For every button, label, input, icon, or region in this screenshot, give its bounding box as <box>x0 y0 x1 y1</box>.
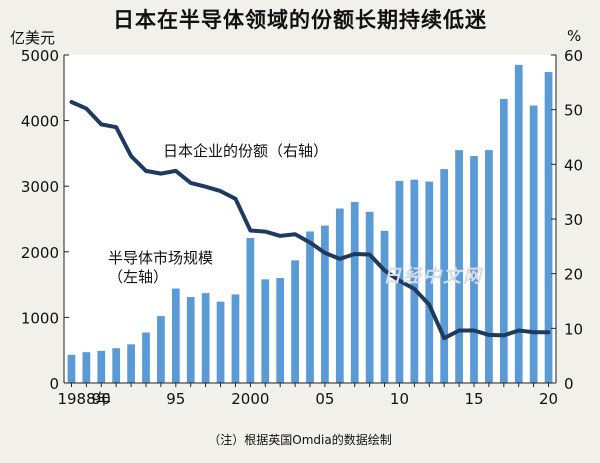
left-tick-label-4000: 4000 <box>21 113 59 131</box>
right-tick-label-20: 20 <box>564 266 583 284</box>
right-tick-label-60: 60 <box>564 47 583 65</box>
x-tick-label-2005: 05 <box>315 390 334 408</box>
left-tick-label-0: 0 <box>49 375 59 393</box>
left-tick-label-5000: 5000 <box>21 47 59 65</box>
bar-2003 <box>291 260 299 383</box>
x-tick-label-1990: 90 <box>92 390 111 408</box>
bar-1999 <box>231 294 240 383</box>
bar-1997 <box>201 293 210 383</box>
chart-title: 日本在半导体领域的份额长期持续低迷 <box>113 8 487 32</box>
bar-1996 <box>186 297 195 383</box>
bar-2000 <box>246 238 255 383</box>
bar-1990 <box>97 350 106 383</box>
axes: 01000200030004000500001020304050601988年9… <box>21 47 583 408</box>
chart-svg: 01000200030004000500001020304050601988年9… <box>21 47 583 408</box>
right-tick-label-10: 10 <box>564 320 583 338</box>
x-tick-label-1988: 1988年 <box>57 390 110 408</box>
x-tick-label-2020: 20 <box>539 390 558 408</box>
bar-series <box>67 64 553 384</box>
bar-1988 <box>67 354 76 383</box>
bar-1998 <box>216 301 225 383</box>
left-tick-label-2000: 2000 <box>21 244 59 262</box>
left-tick-label-1000: 1000 <box>21 309 59 327</box>
bar-2009 <box>380 230 389 383</box>
right-tick-label-30: 30 <box>564 211 583 229</box>
left-axis-unit: 亿美元 <box>10 29 56 47</box>
watermark: 日经中文网 <box>383 266 483 287</box>
line-series <box>69 100 551 341</box>
share-line <box>69 100 551 341</box>
bar-2015 <box>470 156 478 383</box>
bar-2002 <box>276 278 285 383</box>
x-tick-label-2010: 10 <box>390 390 409 408</box>
right-tick-label-40: 40 <box>564 156 583 174</box>
right-tick-label-50: 50 <box>564 102 583 120</box>
bar-1992 <box>127 344 135 383</box>
x-tick-label-2015: 15 <box>464 390 483 408</box>
bar-2014 <box>455 150 463 383</box>
bar-2016 <box>485 150 493 383</box>
bar-2004 <box>306 231 314 383</box>
bar-2020 <box>544 72 553 383</box>
bar-2008 <box>365 211 374 383</box>
bar-2019 <box>529 105 538 384</box>
right-tick-label-0: 0 <box>564 375 574 393</box>
right-axis-unit: % <box>567 27 582 45</box>
bar-1989 <box>82 352 91 383</box>
x-tick-label-1995: 95 <box>166 390 185 408</box>
footnote: （注）根据英国Omdia的数据绘制 <box>208 433 392 447</box>
share-line-label: 日本企业的份额（右轴） <box>163 142 328 160</box>
market-bars-label: 半导体市场规模 <box>108 249 213 267</box>
bar-2005 <box>321 225 329 383</box>
bar-2001 <box>261 279 270 383</box>
bar-2012 <box>425 181 434 383</box>
bar-2013 <box>440 169 449 383</box>
bar-2017 <box>499 98 508 384</box>
bar-2011 <box>410 179 419 383</box>
market-bars-label-axis: （左轴） <box>108 268 168 286</box>
bar-1993 <box>142 332 150 383</box>
bar-2018 <box>514 64 523 383</box>
bar-2006 <box>335 208 344 383</box>
bar-1994 <box>157 316 165 383</box>
x-tick-label-2000: 2000 <box>231 390 269 408</box>
bar-2007 <box>350 201 359 383</box>
bar-1995 <box>171 288 180 383</box>
left-tick-label-3000: 3000 <box>21 178 59 196</box>
bar-1991 <box>112 348 121 383</box>
